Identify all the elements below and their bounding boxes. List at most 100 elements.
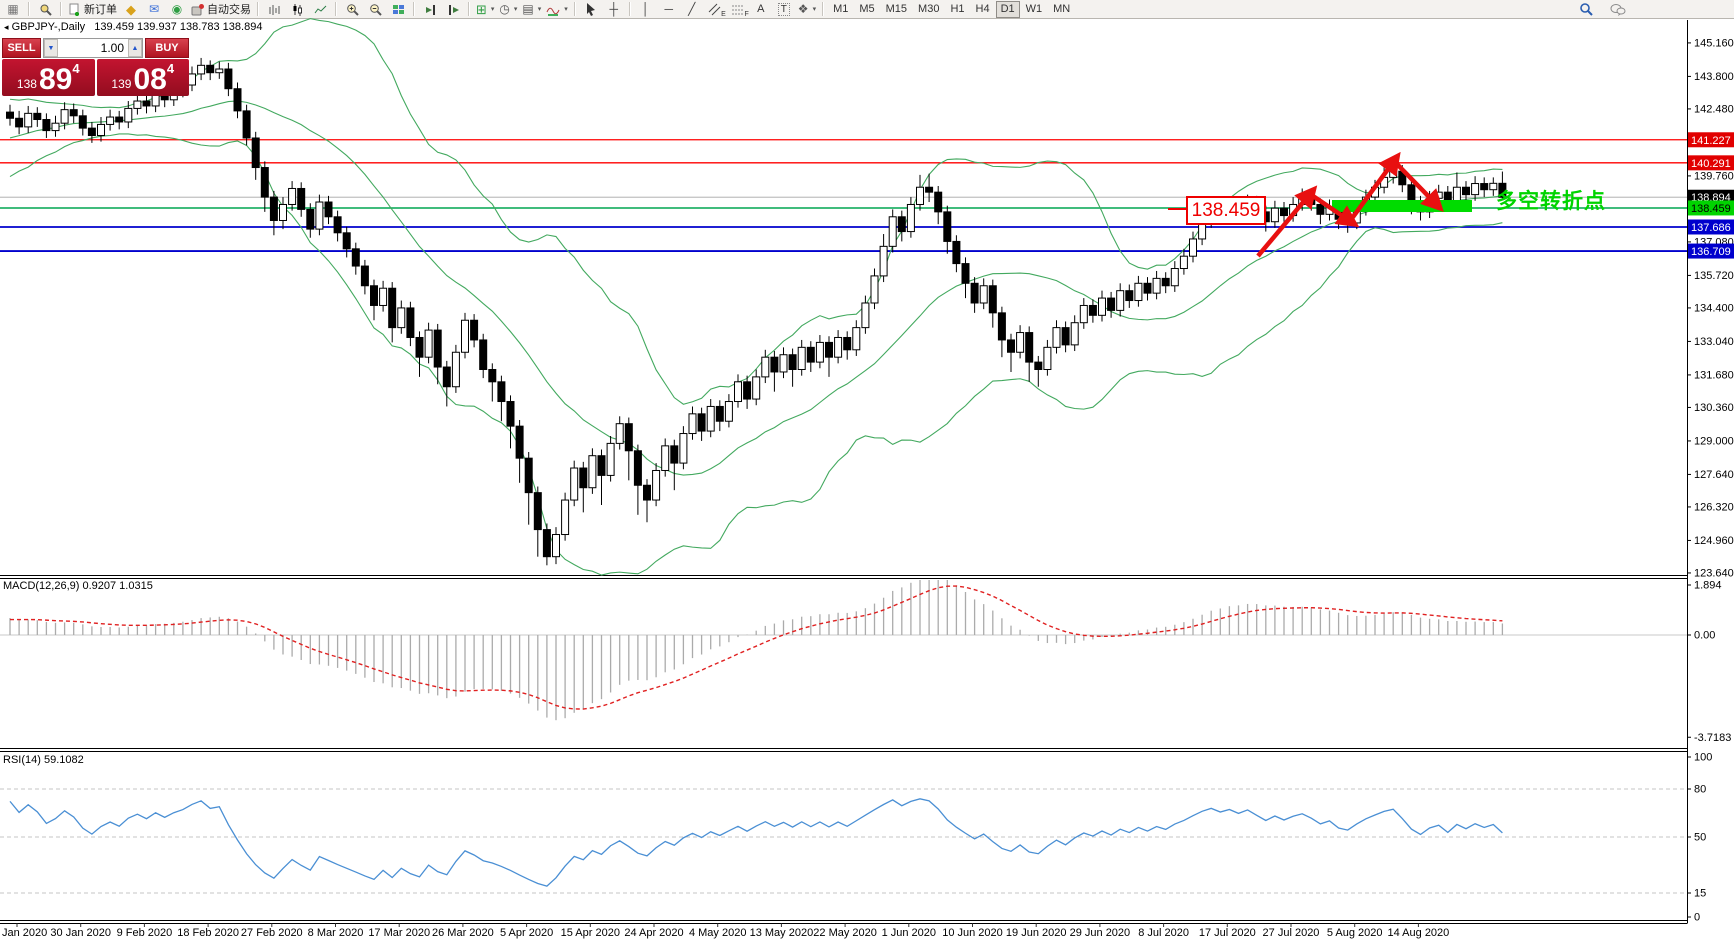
auto-scroll-icon[interactable] <box>419 1 441 18</box>
trend-zigzag-arrow <box>1392 159 1444 213</box>
separator <box>28 2 30 16</box>
signal-icon[interactable]: ◉ <box>171 2 183 16</box>
zoom-out-icon[interactable] <box>364 1 386 18</box>
trendline-tool[interactable]: ╱ <box>688 2 696 16</box>
mail-icon[interactable]: ✉ <box>148 2 160 16</box>
axis-tick-label: 142.480 <box>1694 103 1734 115</box>
line-chart-icon[interactable] <box>309 1 331 18</box>
macd-signal-line <box>9 585 1503 710</box>
volume-box: ▼ 1.00 ▲ <box>43 38 143 58</box>
axis-tick-label: 0.00 <box>1694 630 1715 642</box>
new-order-button[interactable]: 新订单 <box>66 1 119 18</box>
timeframe-h4[interactable]: H4 <box>975 3 990 15</box>
text-label-tool[interactable]: T <box>773 1 795 18</box>
bar-chart-icon[interactable] <box>263 1 285 18</box>
arrows-tool[interactable]: ❖ ▾ <box>797 2 817 16</box>
axis-tick-label: 127.640 <box>1694 469 1734 481</box>
price-badge-label: 141.227 <box>1691 135 1731 147</box>
axis-tick-label: 143.800 <box>1694 71 1734 83</box>
tile-windows-icon[interactable] <box>387 1 409 18</box>
buy-price-prefix: 139 <box>111 76 132 91</box>
date-tick-label: 5 Aug 2020 <box>1327 927 1383 939</box>
print-preview-icon[interactable] <box>34 1 56 18</box>
date-tick-label: 8 Mar 2020 <box>308 927 364 939</box>
price-badge-label: 136.709 <box>1691 246 1731 258</box>
sell-price-panel[interactable]: 138 89 4 <box>2 59 95 96</box>
timeframe-m1[interactable]: M1 <box>833 3 849 15</box>
axis-tick-label: 134.400 <box>1694 302 1734 314</box>
date-tick-label: 24 Apr 2020 <box>624 927 683 939</box>
axis-layer: 145.160143.800142.480141.120139.760138.4… <box>0 37 1734 939</box>
axis-tick-label: 133.040 <box>1694 336 1734 348</box>
axis-tick-label: 80 <box>1694 784 1706 796</box>
indicator-layer <box>9 580 1504 887</box>
chat-icon[interactable] <box>1607 1 1629 18</box>
date-tick-label: 10 Jun 2020 <box>942 927 1003 939</box>
price-badge <box>1688 200 1734 216</box>
separator <box>822 2 825 16</box>
auto-trading-label: 自动交易 <box>207 4 251 16</box>
new-order-icon <box>69 3 79 16</box>
quote-prices-row: 138 89 4 139 08 4 <box>2 59 189 96</box>
date-tick-label: 27 Feb 2020 <box>241 927 303 939</box>
hline-tool[interactable]: ─ <box>664 2 674 16</box>
date-tick-label: 8 Jul 2020 <box>1138 927 1189 939</box>
timeframe-m30[interactable]: M30 <box>918 3 940 15</box>
candles-layer <box>6 57 1507 566</box>
window-icon[interactable]: ▦ <box>7 2 19 16</box>
new-chart-button[interactable]: ⊞ ▾ <box>476 1 495 17</box>
timeframe-m15[interactable]: M15 <box>885 3 908 15</box>
crosshair-tool[interactable]: ┼ <box>609 2 619 16</box>
volume-decrease-button[interactable]: ▼ <box>44 39 58 57</box>
price-badge <box>1688 132 1734 148</box>
volume-increase-button[interactable]: ▲ <box>128 39 142 57</box>
rsi-line <box>9 798 1503 887</box>
new-order-label: 新订单 <box>84 4 117 16</box>
date-tick-label: 17 Jul 2020 <box>1199 927 1256 939</box>
date-tick-label: 4 May 2020 <box>689 927 746 939</box>
text-tool[interactable]: A <box>757 2 765 15</box>
price-badge <box>1688 155 1734 171</box>
symbol-triangle-icon: ◂ <box>4 22 9 32</box>
channel-tool[interactable]: E <box>704 1 726 18</box>
price-badge-label: 138.459 <box>1691 203 1731 215</box>
timeframe-mn[interactable]: MN <box>1053 3 1071 15</box>
price-badge <box>1688 219 1734 235</box>
zoom-in-icon[interactable] <box>341 1 363 18</box>
search-icon[interactable] <box>1575 1 1597 18</box>
date-tick-label: 22 May 2020 <box>813 927 877 939</box>
separator <box>628 2 631 16</box>
timeframe-m5[interactable]: M5 <box>859 3 875 15</box>
cursor-tool[interactable] <box>580 1 602 18</box>
fibonacci-icon <box>732 5 744 14</box>
timeframe-d1[interactable]: D1 <box>995 0 1020 18</box>
buy-price-panel[interactable]: 139 08 4 <box>96 59 189 96</box>
sell-price-sup: 4 <box>72 61 80 76</box>
templates-button[interactable]: ▤ ▾ <box>522 2 542 16</box>
date-tick-label: 29 Jun 2020 <box>1070 927 1131 939</box>
volume-input[interactable]: 1.00 <box>100 41 124 55</box>
buy-button[interactable]: BUY <box>145 38 189 58</box>
chart-shift-icon[interactable] <box>442 1 464 18</box>
styles-icon[interactable]: ◆ <box>126 1 136 17</box>
vline-tool[interactable]: │ <box>642 2 650 16</box>
axis-tick-label: 123.640 <box>1694 567 1734 579</box>
timeframe-h1[interactable]: H1 <box>950 3 965 15</box>
turning-point-annotation: 多空转折点 <box>1496 190 1606 213</box>
annotation-layer <box>1256 151 1472 258</box>
periods-clock-button[interactable]: ◷ ▾ <box>499 2 518 16</box>
support-price-callout[interactable]: 138.459 <box>1186 196 1266 225</box>
separator <box>468 2 470 16</box>
indicators-button[interactable]: ▾ <box>544 1 570 18</box>
axis-tick-label: 0 <box>1694 912 1700 924</box>
date-tick-label: 18 Feb 2020 <box>177 927 239 939</box>
price-badge-label: 137.686 <box>1691 222 1731 234</box>
sell-button[interactable]: SELL <box>2 38 41 58</box>
trend-zigzag-arrow <box>1256 185 1318 258</box>
candle-chart-icon[interactable] <box>286 1 308 18</box>
fibonacci-tool[interactable]: F <box>727 1 749 18</box>
axis-tick-label: 129.000 <box>1694 435 1734 447</box>
timeframe-w1[interactable]: W1 <box>1025 3 1043 15</box>
auto-trading-button[interactable]: 自动交易 <box>189 1 253 18</box>
